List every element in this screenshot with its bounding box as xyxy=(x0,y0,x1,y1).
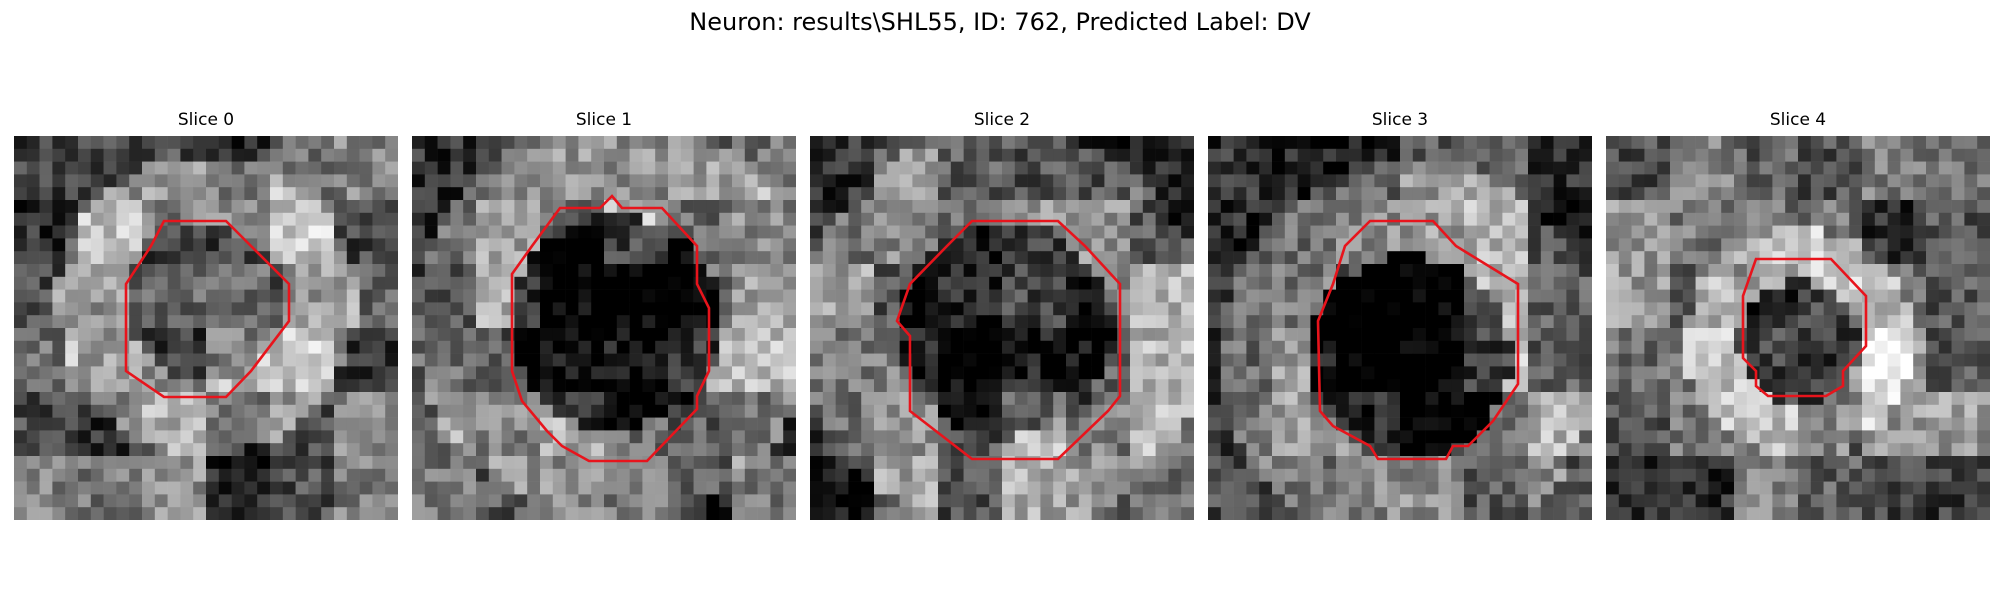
neuron-contour xyxy=(1316,219,1520,461)
slice-title: Slice 1 xyxy=(575,110,633,130)
slice-title: Slice 2 xyxy=(973,110,1031,130)
slice-image xyxy=(1208,136,1592,520)
neuron-contour xyxy=(124,219,291,399)
slice-image xyxy=(412,136,796,520)
slice-panel-4: Slice 4 xyxy=(1606,108,1990,520)
slice-image xyxy=(810,136,1194,520)
slice-image xyxy=(1606,136,1990,520)
slice-panel-3: Slice 3 xyxy=(1208,108,1592,520)
slice-panel-1: Slice 1 xyxy=(412,108,796,520)
slice-title: Slice 0 xyxy=(177,110,235,130)
slice-title: Slice 3 xyxy=(1371,110,1429,130)
slice-panel-2: Slice 2 xyxy=(810,108,1194,520)
slice-image xyxy=(14,136,398,520)
neuron-contour xyxy=(510,194,711,463)
neuron-contour xyxy=(1741,257,1868,398)
neuron-contour xyxy=(895,219,1122,461)
slice-title: Slice 4 xyxy=(1769,110,1827,130)
figure-title: Neuron: results\SHL55, ID: 762, Predicte… xyxy=(689,8,1311,36)
slice-panel-0: Slice 0 xyxy=(14,108,398,520)
